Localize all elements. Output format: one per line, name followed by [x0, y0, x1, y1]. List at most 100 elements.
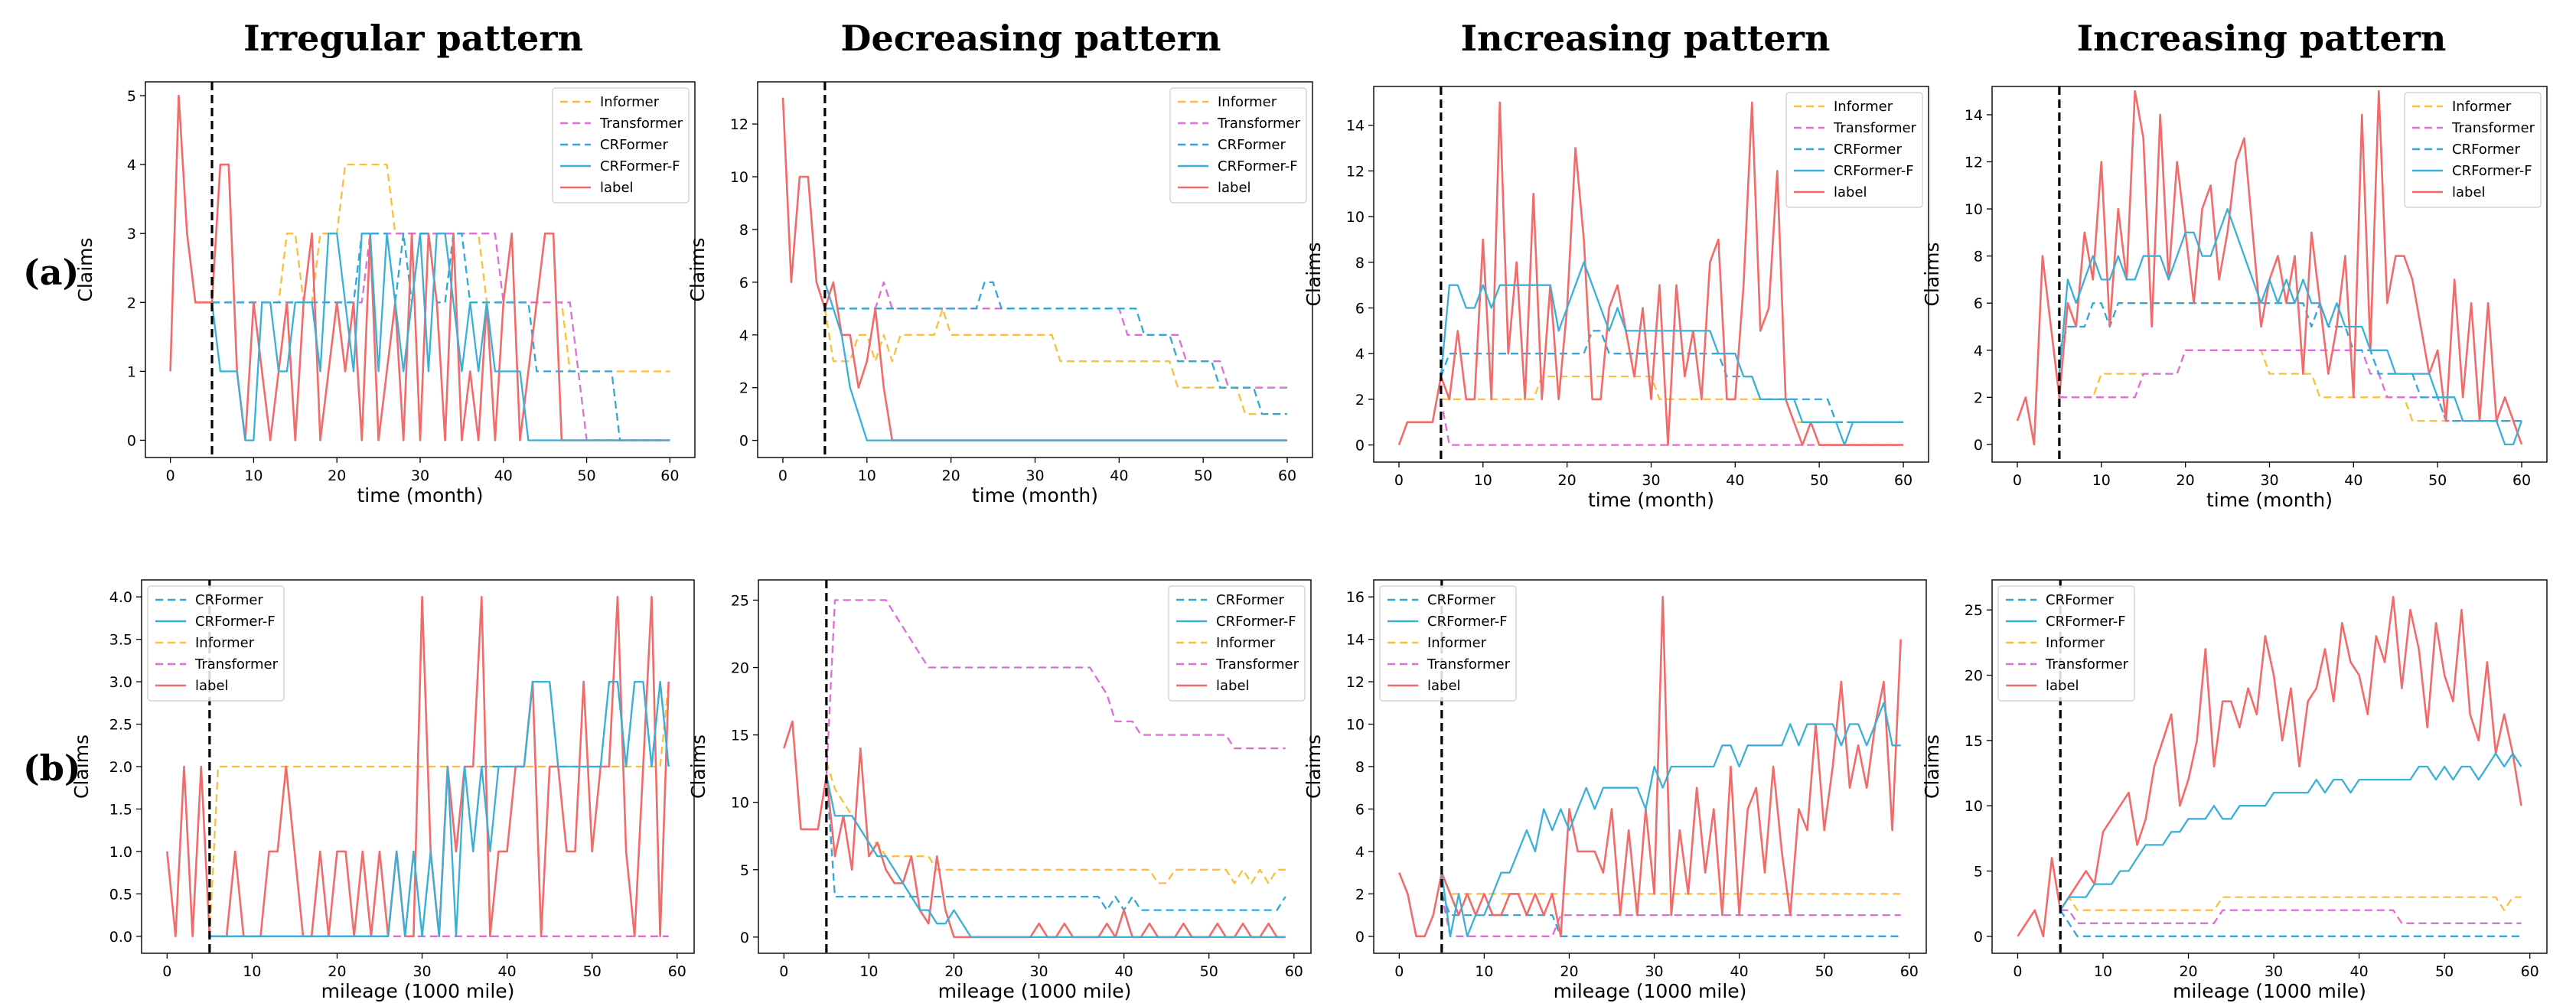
y-tick-label: 14	[1346, 118, 1365, 135]
legend-label-crformer-f: CRFormer-F	[2046, 614, 2126, 630]
legend-label-crformer-f: CRFormer-F	[1427, 614, 1508, 630]
y-tick-label: 2	[1355, 886, 1365, 903]
legend-label-informer: Informer	[1427, 635, 1487, 651]
legend-label-label: label	[1216, 678, 1250, 694]
row-label-b: (b)	[23, 747, 81, 789]
legend-label-informer: Informer	[1834, 99, 1893, 115]
x-tick-label: 60	[1894, 472, 1912, 489]
series-line-crformer-f	[209, 680, 670, 937]
x-tick-label: 60	[1278, 467, 1296, 484]
subplot-b-increasing-1: 0 10 20 30 40 50 60 0 2 4 6 8 10 12 14 16 mileage (1000 …	[1303, 579, 1927, 1002]
x-axis-label: time (month)	[972, 484, 1098, 506]
column-title-2: Decreasing pattern	[841, 18, 1221, 59]
y-tick-label: 14	[1965, 107, 1983, 124]
column-title-4: Increasing pattern	[2077, 18, 2447, 59]
series-line-crformer-f	[2059, 752, 2522, 911]
x-axis-label: mileage (1000 mile)	[2173, 980, 2366, 1002]
series-line-crformer-f	[210, 233, 670, 441]
x-tick-label: 10	[243, 963, 261, 980]
y-axis-label: Claims	[1303, 242, 1325, 306]
x-tick-label: 20	[328, 467, 346, 484]
y-tick-label: 0	[1355, 929, 1365, 946]
legend-label-crformer: CRFormer	[1427, 592, 1495, 608]
subplot-a-increasing-1: 0 10 20 30 40 50 60 0 2 4 6 8 10 12 14 time (month) Clai…	[1303, 86, 1929, 511]
subplot-a-increasing-2: 0 10 20 30 40 50 60 0 2 4 6 8 10 12 14 time (month) Clai…	[1921, 86, 2548, 511]
y-tick-label: 4	[1974, 343, 1983, 360]
series-line-informer	[2059, 349, 2522, 422]
series-line-transformer	[2059, 349, 2522, 422]
y-tick-label: 3.0	[109, 674, 132, 691]
x-tick-label: 0	[1394, 472, 1404, 489]
series-line-informer	[208, 681, 670, 936]
legend-label-label: label	[600, 180, 634, 196]
y-tick-label: 2	[1974, 389, 1983, 406]
x-tick-label: 0	[779, 963, 788, 980]
y-tick-label: 4.0	[109, 589, 132, 606]
x-tick-label: 20	[328, 963, 346, 980]
x-tick-label: 10	[858, 467, 876, 484]
y-axis-label: Claims	[687, 734, 709, 799]
x-tick-label: 50	[2428, 472, 2447, 489]
legend-label-crformer-f: CRFormer-F	[2452, 163, 2532, 179]
legend-box	[147, 585, 285, 702]
x-tick-label: 30	[1642, 472, 1660, 489]
y-tick-label: 12	[1346, 163, 1365, 180]
legend-label-transformer: Transformer	[1427, 656, 1511, 672]
y-tick-label: 12	[1965, 155, 1983, 171]
y-tick-label: 8	[739, 222, 748, 239]
y-tick-label: 2	[1355, 392, 1365, 409]
y-axis-label: Claims	[686, 237, 709, 301]
column-title-1: Irregular pattern	[243, 18, 583, 59]
legend-label-crformer-f: CRFormer-F	[1216, 614, 1296, 630]
subplot-b-irregular: 0 10 20 30 40 50 60 0.0 0.5 1.0 1.5 2.0 2.5 3.0 3.5 4.0…	[70, 579, 695, 1002]
x-axis-label: mileage (1000 mile)	[1554, 980, 1747, 1002]
series-line-crformer	[1440, 330, 1903, 423]
legend-label-label: label	[195, 678, 229, 694]
series-line-crformer	[209, 680, 670, 937]
legend-box	[552, 87, 690, 204]
series-line-informer	[825, 761, 1286, 884]
y-axis-label: Claims	[1921, 734, 1943, 799]
x-tick-label: 30	[1645, 963, 1663, 980]
y-tick-label: 10	[1346, 717, 1365, 734]
legend-box	[1785, 92, 1923, 208]
x-tick-label: 30	[2260, 472, 2278, 489]
x-axis-label: mileage (1000 mile)	[321, 980, 515, 1002]
legend-label-crformer: CRFormer	[1834, 142, 1902, 158]
legend-label-crformer-f: CRFormer-F	[600, 158, 680, 174]
x-tick-label: 40	[498, 963, 517, 980]
y-tick-label: 4	[127, 157, 136, 174]
x-tick-label: 50	[1194, 467, 1212, 484]
legend-label-informer: Informer	[600, 94, 660, 110]
series-line-crformer	[212, 233, 670, 441]
y-tick-label: 5	[1974, 864, 1983, 881]
x-tick-label: 20	[2179, 963, 2197, 980]
x-tick-label: 50	[1815, 963, 1834, 980]
x-axis-label: time (month)	[357, 484, 483, 506]
series-line-label	[1398, 595, 1902, 938]
y-tick-label: 0	[127, 432, 136, 449]
legend-label-label: label	[1834, 184, 1867, 200]
y-tick-label: 4	[1355, 346, 1365, 363]
y-tick-label: 2	[739, 380, 748, 397]
plot-frame	[145, 81, 696, 458]
legend-label-label: label	[2452, 184, 2486, 200]
y-tick-label: 20	[1965, 668, 1983, 685]
y-tick-label: 12	[1346, 674, 1365, 691]
y-tick-label: 2.5	[109, 717, 132, 734]
y-axis-label: Claims	[1303, 734, 1325, 799]
x-tick-label: 30	[2265, 963, 2283, 980]
legend-label-crformer: CRFormer	[195, 592, 263, 608]
x-tick-label: 20	[1558, 472, 1577, 489]
y-tick-label: 4	[739, 327, 748, 344]
y-tick-label: 15	[731, 728, 749, 744]
x-tick-label: 40	[494, 467, 513, 484]
legend-label-informer: Informer	[1218, 94, 1277, 110]
subplot-b-decreasing: 0 10 20 30 40 50 60 0 5 10 15 20 25 mileage (1000 mil…	[687, 579, 1312, 1002]
y-tick-label: 1.5	[109, 801, 132, 818]
x-tick-label: 30	[412, 963, 431, 980]
subplot-b-increasing-2: 0 10 20 30 40 50 60 0 5 10 15 20 25 mileage (1000 mil…	[1921, 579, 2548, 1002]
x-tick-label: 30	[1026, 467, 1044, 484]
legend-label-informer: Informer	[1216, 635, 1276, 651]
x-tick-label: 0	[1394, 963, 1404, 980]
